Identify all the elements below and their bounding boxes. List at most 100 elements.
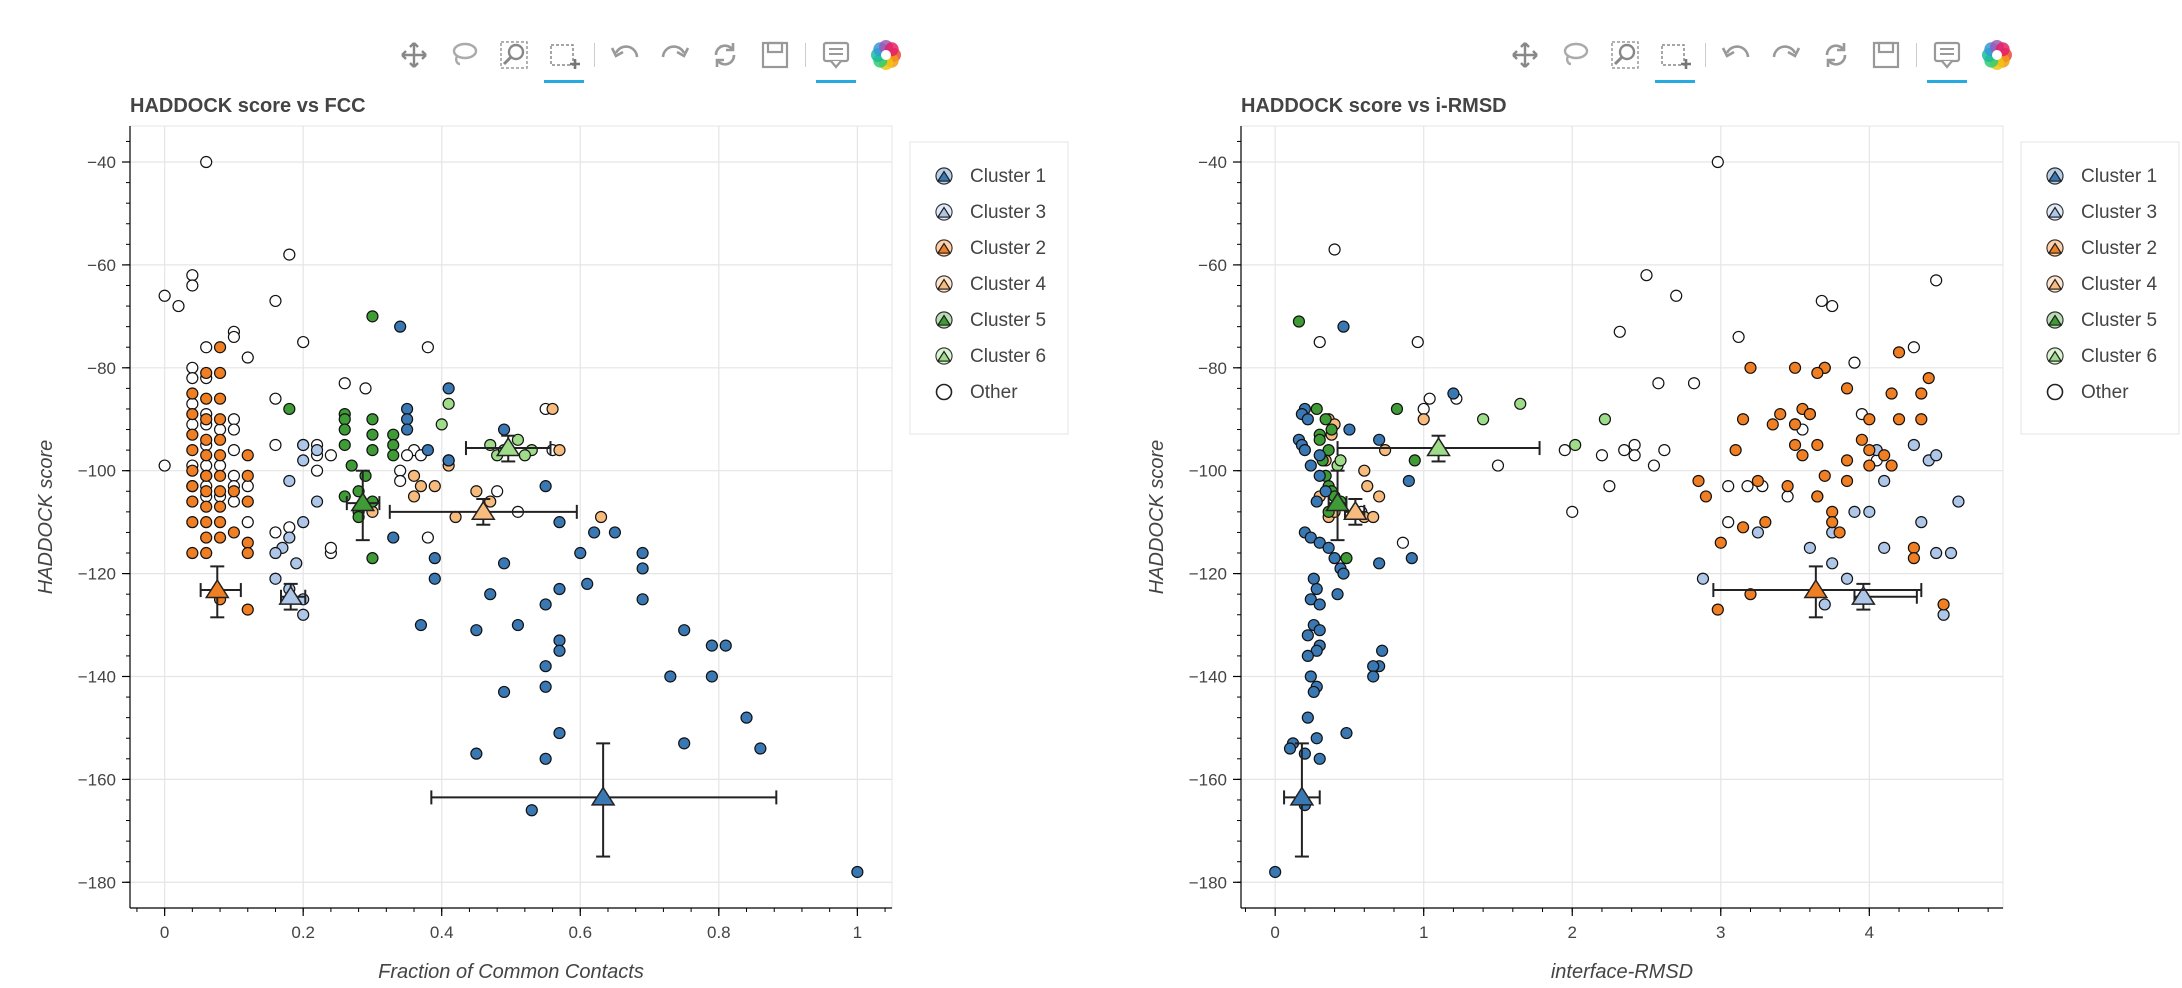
point-cluster-1[interactable] bbox=[1373, 557, 1386, 570]
point-cluster-2[interactable] bbox=[1736, 413, 1750, 426]
point-cluster-3[interactable] bbox=[1818, 598, 1831, 611]
point-cluster-2[interactable] bbox=[200, 366, 213, 380]
point-cluster-5[interactable] bbox=[338, 423, 351, 436]
point-cluster-1[interactable] bbox=[1301, 629, 1314, 642]
point-other[interactable] bbox=[1687, 377, 1701, 390]
point-cluster-1[interactable] bbox=[414, 618, 428, 632]
centroid-cluster-2[interactable] bbox=[1803, 578, 1829, 599]
point-cluster-1[interactable] bbox=[581, 577, 594, 590]
point-cluster-2[interactable] bbox=[213, 392, 227, 405]
point-other[interactable] bbox=[283, 248, 296, 261]
box-zoom-icon[interactable] bbox=[1603, 33, 1647, 77]
point-cluster-3[interactable] bbox=[297, 454, 310, 467]
point-other[interactable] bbox=[283, 521, 296, 534]
point-cluster-2[interactable] bbox=[1796, 449, 1809, 462]
point-cluster-4[interactable] bbox=[407, 490, 421, 503]
point-cluster-1[interactable] bbox=[1283, 742, 1297, 755]
point-cluster-2[interactable] bbox=[186, 444, 199, 457]
point-cluster-2[interactable] bbox=[186, 428, 199, 441]
point-cluster-4[interactable] bbox=[1361, 480, 1374, 493]
point-cluster-2[interactable] bbox=[1811, 490, 1824, 503]
point-other[interactable] bbox=[241, 480, 254, 493]
point-cluster-1[interactable] bbox=[1269, 865, 1282, 879]
point-other[interactable] bbox=[1558, 444, 1571, 457]
point-other[interactable] bbox=[1930, 274, 1943, 287]
centroid-cluster-4[interactable] bbox=[470, 500, 496, 521]
point-cluster-4[interactable] bbox=[414, 480, 428, 493]
point-cluster-2[interactable] bbox=[186, 408, 199, 421]
point-cluster-2[interactable] bbox=[1833, 526, 1846, 539]
bokeh-logo-icon[interactable] bbox=[864, 33, 908, 77]
point-cluster-2[interactable] bbox=[1692, 474, 1705, 488]
point-cluster-2[interactable] bbox=[186, 387, 199, 400]
pan-icon[interactable] bbox=[392, 33, 436, 77]
point-cluster-5[interactable] bbox=[366, 444, 379, 457]
point-cluster-5[interactable] bbox=[1313, 433, 1326, 446]
point-cluster-2[interactable] bbox=[1907, 552, 1920, 565]
point-cluster-2[interactable] bbox=[213, 433, 227, 446]
point-other[interactable] bbox=[186, 361, 199, 374]
point-cluster-2[interactable] bbox=[1840, 454, 1854, 467]
point-other[interactable] bbox=[186, 418, 199, 431]
point-cluster-1[interactable] bbox=[525, 804, 538, 817]
point-other[interactable] bbox=[269, 294, 282, 308]
point-cluster-1[interactable] bbox=[539, 480, 552, 493]
point-cluster-6[interactable] bbox=[1598, 413, 1612, 426]
point-cluster-4[interactable] bbox=[449, 510, 462, 524]
point-cluster-2[interactable] bbox=[227, 485, 241, 498]
point-cluster-2[interactable] bbox=[1915, 413, 1928, 426]
point-cluster-3[interactable] bbox=[1840, 572, 1854, 585]
point-other[interactable] bbox=[158, 459, 171, 472]
centroid-cluster-3[interactable] bbox=[1851, 585, 1876, 605]
point-cluster-2[interactable] bbox=[186, 516, 199, 529]
point-cluster-2[interactable] bbox=[213, 413, 227, 426]
point-other[interactable] bbox=[421, 531, 434, 544]
point-cluster-2[interactable] bbox=[200, 500, 213, 513]
point-cluster-1[interactable] bbox=[1343, 423, 1356, 436]
point-cluster-2[interactable] bbox=[213, 500, 227, 513]
point-cluster-1[interactable] bbox=[1313, 624, 1326, 637]
point-cluster-1[interactable] bbox=[387, 531, 400, 544]
point-cluster-6[interactable] bbox=[511, 433, 525, 446]
point-cluster-1[interactable] bbox=[1373, 433, 1386, 446]
point-cluster-5[interactable] bbox=[1292, 315, 1306, 328]
point-cluster-3[interactable] bbox=[1878, 474, 1891, 488]
point-cluster-1[interactable] bbox=[1313, 469, 1326, 482]
point-cluster-2[interactable] bbox=[1788, 361, 1802, 374]
point-other[interactable] bbox=[227, 444, 241, 457]
point-other[interactable] bbox=[213, 423, 227, 436]
point-cluster-1[interactable] bbox=[484, 588, 497, 601]
centroid-cluster-4[interactable] bbox=[1343, 500, 1368, 521]
point-cluster-5[interactable] bbox=[338, 438, 351, 452]
point-cluster-2[interactable] bbox=[1915, 387, 1928, 400]
point-cluster-2[interactable] bbox=[1699, 490, 1713, 503]
point-cluster-1[interactable] bbox=[678, 737, 691, 750]
point-other[interactable] bbox=[400, 449, 414, 462]
point-other[interactable] bbox=[200, 341, 213, 354]
point-cluster-1[interactable] bbox=[470, 624, 483, 637]
point-cluster-1[interactable] bbox=[1337, 567, 1350, 580]
centroid-cluster-1[interactable] bbox=[1289, 786, 1315, 806]
reset-icon[interactable] bbox=[703, 33, 747, 77]
point-other[interactable] bbox=[1618, 444, 1631, 457]
point-cluster-1[interactable] bbox=[636, 562, 649, 575]
point-other[interactable] bbox=[1732, 330, 1745, 344]
point-cluster-1[interactable] bbox=[1313, 449, 1326, 462]
point-cluster-5[interactable] bbox=[1325, 423, 1338, 436]
point-cluster-1[interactable] bbox=[754, 742, 767, 755]
point-cluster-2[interactable] bbox=[200, 516, 213, 529]
point-cluster-2[interactable] bbox=[1885, 459, 1898, 472]
point-cluster-1[interactable] bbox=[553, 582, 566, 596]
point-cluster-1[interactable] bbox=[1340, 726, 1353, 740]
point-cluster-1[interactable] bbox=[1310, 582, 1323, 596]
point-other[interactable] bbox=[1907, 341, 1920, 354]
point-cluster-2[interactable] bbox=[1781, 480, 1794, 493]
point-other[interactable] bbox=[1328, 243, 1341, 256]
point-cluster-5[interactable] bbox=[345, 459, 358, 472]
point-cluster-2[interactable] bbox=[1907, 541, 1920, 554]
point-cluster-2[interactable] bbox=[1840, 382, 1854, 395]
point-cluster-3[interactable] bbox=[283, 531, 296, 544]
point-cluster-1[interactable] bbox=[421, 444, 434, 457]
point-cluster-3[interactable] bbox=[1937, 608, 1950, 621]
point-cluster-1[interactable] bbox=[497, 685, 511, 699]
